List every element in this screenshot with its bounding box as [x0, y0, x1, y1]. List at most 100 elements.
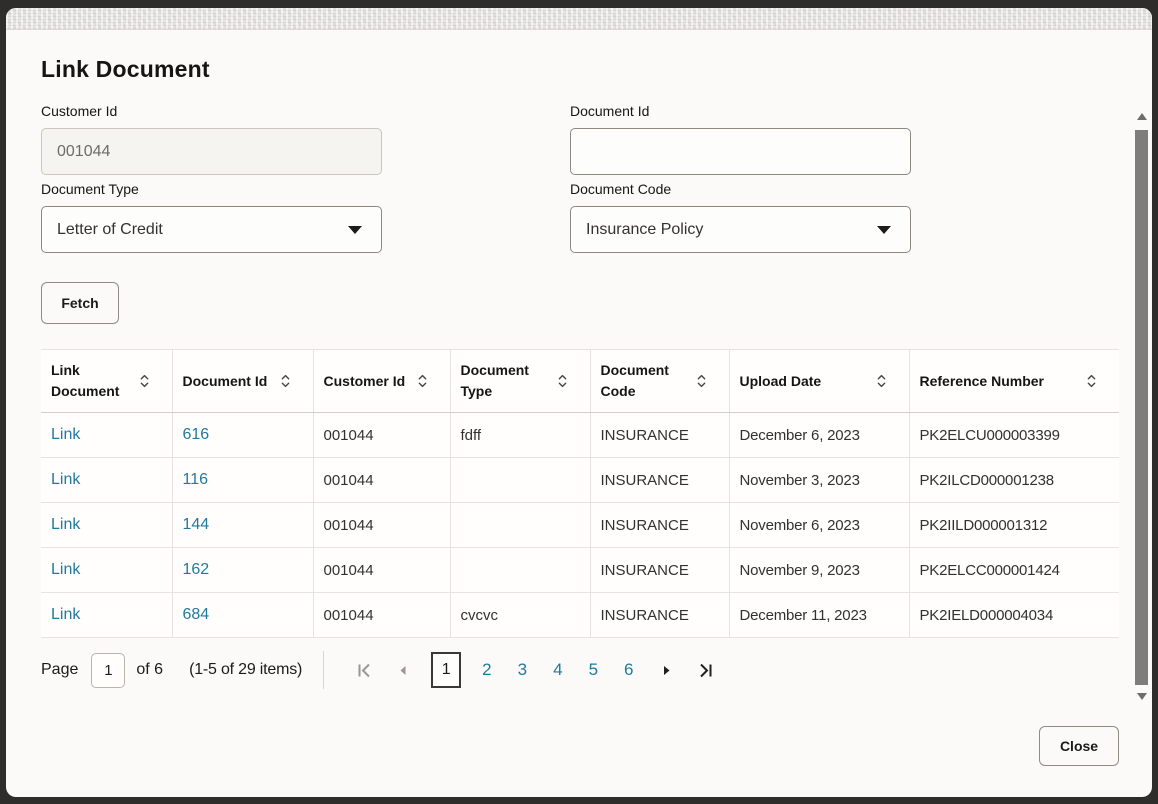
page-4-link[interactable]: 4 [553, 660, 563, 679]
scroll-down-icon[interactable] [1136, 693, 1147, 700]
document-code-value: Insurance Policy [586, 220, 704, 238]
column-header-document-code: Document Code [590, 349, 730, 413]
reference-number-cell: PK2ELCU000003399 [909, 412, 1119, 458]
document-id-label: Document Id [570, 103, 650, 119]
upload-date-cell: November 9, 2023 [729, 547, 910, 593]
table-row: Link 144 001044 INSURANCE November 6, 20… [41, 502, 1119, 548]
upload-date-cell: December 11, 2023 [729, 592, 910, 638]
sort-icon[interactable] [557, 372, 568, 390]
document-code-cell: INSURANCE [590, 592, 730, 638]
table-header-row: Link Document Document Id Customer Id Do… [41, 349, 1119, 413]
document-code-field-group: Document Code Insurance Policy [570, 180, 911, 253]
document-id-link[interactable]: 144 [182, 516, 210, 533]
skip-to-last-icon [699, 663, 711, 677]
document-type-value: Letter of Credit [57, 220, 163, 238]
reference-number-cell: PK2ELCC000001424 [909, 547, 1119, 593]
sort-icon[interactable] [139, 372, 150, 390]
last-page-button[interactable] [697, 662, 714, 679]
document-type-cell [450, 457, 591, 503]
reference-number-cell: PK2IILD000001312 [909, 502, 1119, 548]
document-code-label: Document Code [570, 181, 672, 197]
items-summary: (1-5 of 29 items) [189, 661, 303, 678]
chevron-down-icon [348, 225, 362, 234]
search-form: Customer Id Document Id Document Type Le… [41, 102, 1119, 258]
customer-id-cell: 001044 [313, 592, 451, 638]
page-title: Link Document [41, 56, 210, 82]
document-id-link[interactable]: 116 [182, 471, 209, 488]
customer-id-cell: 001044 [313, 457, 451, 503]
document-type-cell [450, 547, 591, 593]
document-type-label: Document Type [41, 181, 139, 197]
page-3-link[interactable]: 3 [517, 660, 528, 679]
document-id-field-group: Document Id [570, 102, 911, 175]
upload-date-cell: December 6, 2023 [729, 412, 910, 458]
document-code-dropdown[interactable]: Insurance Policy [570, 206, 911, 253]
document-id-input[interactable] [570, 128, 911, 175]
page-2-link[interactable]: 2 [482, 660, 492, 679]
column-header-link-document: Link Document [41, 349, 173, 413]
page-label: Page [41, 661, 79, 678]
triangle-left-icon [400, 665, 406, 675]
document-type-field-group: Document Type Letter of Credit [41, 180, 382, 253]
document-id-link[interactable]: 616 [182, 426, 210, 443]
customer-id-cell: 001044 [313, 412, 451, 458]
pagination-divider [323, 651, 325, 689]
customer-id-cell: 001044 [313, 502, 451, 548]
page-of-total: of 6 [136, 661, 164, 678]
pagination-nav: 1 2 3 4 5 6 [345, 652, 724, 688]
document-type-dropdown[interactable]: Letter of Credit [41, 206, 382, 253]
document-code-cell: INSURANCE [590, 412, 730, 458]
current-page-indicator[interactable]: 1 [431, 652, 462, 688]
reference-number-cell: PK2ILCD000001238 [909, 457, 1119, 503]
link-document-link[interactable]: Link [51, 606, 81, 623]
table-row: Link 684 001044 cvcvc INSURANCE December… [41, 592, 1119, 638]
dialog-footer: Close [41, 726, 1119, 766]
sort-icon[interactable] [280, 372, 291, 390]
previous-page-button[interactable] [395, 662, 412, 679]
page-5-link[interactable]: 5 [588, 660, 599, 679]
sort-icon[interactable] [417, 372, 428, 390]
customer-id-label: Customer Id [41, 103, 118, 119]
link-document-link[interactable]: Link [51, 471, 81, 488]
background-texture-strip [6, 8, 1152, 30]
document-type-cell [450, 502, 591, 548]
customer-id-cell: 001044 [313, 547, 451, 593]
upload-date-cell: November 6, 2023 [729, 502, 910, 548]
link-document-link[interactable]: Link [51, 561, 81, 578]
link-document-link[interactable]: Link [51, 516, 81, 533]
document-code-cell: INSURANCE [590, 502, 730, 548]
sort-icon[interactable] [876, 372, 887, 390]
scrollbar-thumb[interactable] [1135, 130, 1148, 685]
link-document-link[interactable]: Link [51, 426, 81, 443]
column-header-document-type: Document Type [450, 349, 591, 413]
link-document-dialog: Link Document Customer Id Document Id Do… [6, 8, 1152, 797]
column-header-customer-id: Customer Id [313, 349, 451, 413]
upload-date-cell: November 3, 2023 [729, 457, 910, 503]
document-id-link[interactable]: 684 [182, 606, 210, 623]
fetch-button[interactable]: Fetch [41, 282, 119, 324]
column-header-upload-date: Upload Date [729, 349, 910, 413]
reference-number-cell: PK2IELD000004034 [919, 606, 1054, 624]
sort-icon[interactable] [1086, 372, 1097, 390]
document-id-link[interactable]: 162 [182, 561, 210, 578]
table-row: Link 116 001044 INSURANCE November 3, 20… [41, 457, 1119, 503]
first-page-button[interactable] [356, 662, 373, 679]
scroll-up-icon[interactable] [1136, 113, 1147, 120]
document-type-cell: fdff [450, 412, 591, 458]
customer-id-input[interactable] [41, 128, 382, 175]
chevron-down-icon [877, 225, 891, 234]
triangle-right-icon [663, 665, 669, 675]
close-button[interactable]: Close [1039, 726, 1119, 766]
pagination-bar: Page of 6 (1-5 of 29 items) 1 2 3 4 5 [41, 651, 1119, 689]
customer-id-field-group: Customer Id [41, 102, 382, 175]
column-header-document-id: Document Id [172, 349, 314, 413]
page-6-link[interactable]: 6 [624, 660, 634, 679]
column-header-reference-number: Reference Number [909, 349, 1119, 413]
sort-icon[interactable] [696, 372, 707, 390]
documents-table: Link Document Document Id Customer Id Do… [41, 349, 1119, 638]
document-code-cell: INSURANCE [590, 547, 730, 593]
page-input[interactable] [91, 652, 126, 688]
next-page-button[interactable] [658, 662, 675, 679]
table-row: Link 616 001044 fdff INSURANCE December … [41, 412, 1119, 458]
